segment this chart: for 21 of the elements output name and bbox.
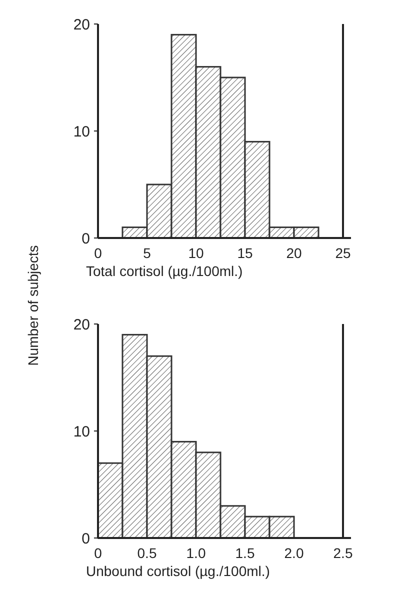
x-axis-title: Total cortisol (µg./100ml.): [86, 263, 243, 279]
y-axis-title: Number of subjects: [25, 245, 41, 366]
x-axis-title: Unbound cortisol (µg./100ml.): [86, 563, 270, 579]
x-tick-label: 25: [335, 245, 351, 261]
x-tick-label: 10: [188, 245, 204, 261]
x-tick-label: 2.0: [284, 545, 304, 561]
y-tick-label: 20: [73, 316, 90, 334]
x-tick-label: 0: [94, 545, 102, 561]
y-tick-label: 10: [73, 423, 90, 440]
y-tick-label: 0: [82, 230, 90, 248]
x-tick-label: 1.0: [186, 545, 206, 561]
x-tick-label: 5: [143, 245, 152, 261]
y-tick-label: 20: [73, 16, 90, 34]
x-tick-label: 0: [94, 245, 102, 261]
x-tick-label: 20: [286, 245, 302, 261]
x-tick-label: 1.5: [235, 545, 255, 561]
x-tick-label: 2.5: [333, 545, 353, 561]
y-tick-label: 0: [82, 530, 90, 548]
x-tick-label: 0.5: [137, 545, 157, 561]
x-tick-label: 15: [237, 245, 253, 261]
y-tick-label: 10: [73, 123, 90, 140]
